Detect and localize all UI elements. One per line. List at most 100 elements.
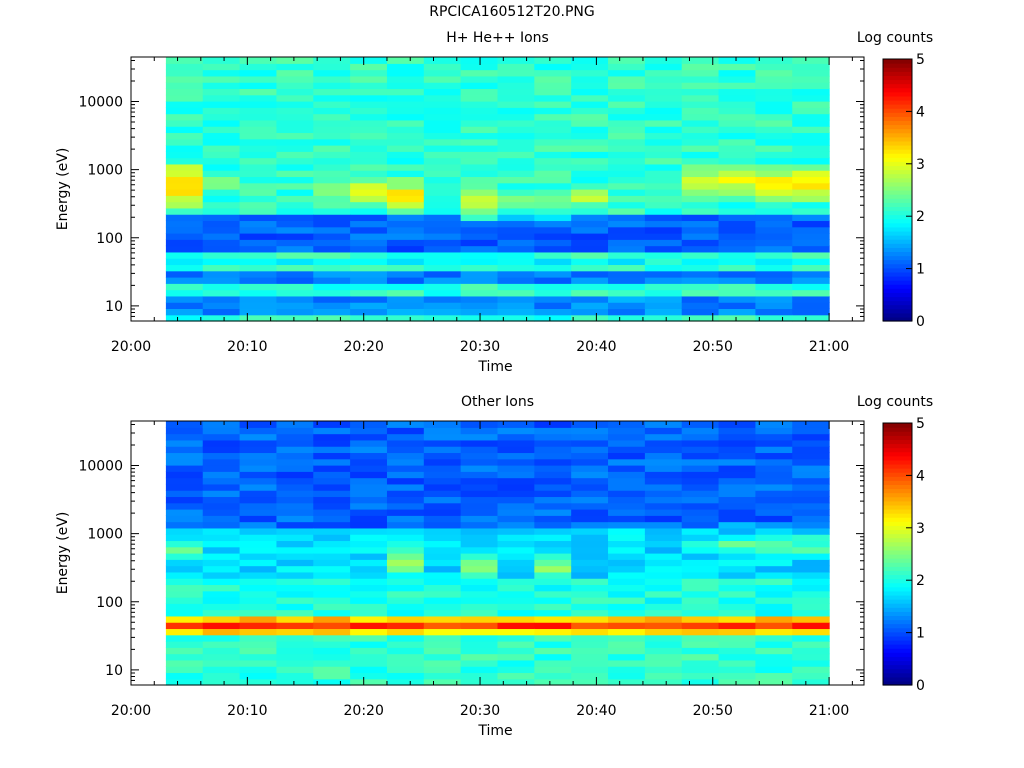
heatmap-cell — [460, 314, 499, 322]
heatmap-cell — [386, 540, 425, 548]
heatmap-cell — [534, 433, 572, 441]
heatmap-cell — [792, 571, 830, 579]
heatmap-cell — [644, 182, 683, 190]
heatmap-cell — [239, 490, 278, 498]
heatmap-cell — [423, 502, 462, 510]
heatmap-cell — [497, 534, 535, 542]
heatmap-cell — [718, 233, 756, 240]
heatmap-cell — [497, 659, 535, 667]
heatmap-cell — [460, 258, 499, 266]
heatmap-cell — [755, 226, 793, 234]
heatmap-cell — [386, 590, 425, 598]
heatmap-cell — [423, 590, 462, 598]
heatmap-cell — [460, 666, 499, 674]
heatmap-cell — [386, 559, 425, 567]
colorbar-swatch — [883, 648, 912, 653]
heatmap-cell — [644, 465, 683, 472]
heatmap-cell — [313, 302, 351, 310]
heatmap-cell — [792, 433, 830, 441]
heatmap-cell — [644, 270, 683, 278]
heatmap-cell — [386, 452, 425, 460]
heatmap-cell — [350, 314, 388, 322]
figure-title: RPCICA160512T20.PNG — [429, 4, 595, 20]
heatmap-cell — [276, 672, 314, 680]
heatmap-cell — [608, 239, 646, 247]
heatmap-cell — [718, 145, 756, 152]
heatmap-cell — [460, 88, 499, 96]
heatmap-cell — [681, 672, 720, 680]
heatmap-cell — [276, 63, 314, 71]
heatmap-cell — [276, 439, 314, 447]
heatmap-cell — [571, 477, 609, 485]
colorbar-swatch — [883, 660, 912, 666]
heatmap-cell — [202, 509, 241, 516]
heatmap-cell — [644, 534, 683, 542]
heatmap-cell — [571, 490, 609, 498]
heatmap-cell — [202, 565, 241, 573]
heatmap-cell — [423, 101, 462, 108]
heatmap-cell — [202, 678, 241, 686]
heatmap-cell — [644, 446, 683, 454]
heatmap-cell — [681, 421, 720, 428]
heatmap-cell — [202, 214, 241, 222]
heatmap-cell — [608, 553, 646, 560]
heatmap-cell — [644, 126, 683, 134]
heatmap-cell — [423, 465, 462, 472]
heatmap-cell — [313, 189, 351, 196]
heatmap-cell — [313, 446, 351, 454]
heatmap-cell — [792, 628, 830, 636]
heatmap-cell — [755, 82, 793, 90]
heatmap-cell — [239, 119, 278, 127]
heatmap-cell — [644, 496, 683, 504]
heatmap-cell — [386, 471, 425, 479]
colorbar-swatch — [883, 87, 912, 93]
heatmap-cell — [608, 641, 646, 648]
heatmap-cell — [350, 471, 388, 479]
heatmap-cell — [755, 546, 793, 554]
heatmap-cell — [608, 496, 646, 504]
heatmap-cell — [792, 132, 830, 140]
heatmap-cell — [681, 578, 720, 586]
heatmap-cell — [202, 540, 241, 548]
heatmap-cell — [644, 471, 683, 479]
heatmap-cell — [386, 226, 425, 234]
heatmap-cell — [239, 584, 278, 592]
heatmap-cell — [608, 578, 646, 586]
heatmap-cell — [165, 145, 204, 152]
heatmap-cell — [313, 653, 351, 661]
heatmap-cell — [534, 527, 572, 535]
heatmap-cell — [165, 82, 204, 90]
heatmap-cell — [350, 176, 388, 184]
heatmap-cell — [681, 101, 720, 108]
heatmap-cell — [608, 647, 646, 655]
heatmap-cell — [165, 239, 204, 247]
heatmap-cell — [423, 521, 462, 529]
heatmap-cell — [202, 641, 241, 648]
heatmap-cell — [276, 590, 314, 598]
colorbar-swatch — [883, 603, 912, 608]
heatmap-cell — [202, 439, 241, 447]
heatmap-cell — [386, 277, 425, 284]
heatmap-cell — [608, 176, 646, 184]
heatmap-cell — [718, 515, 756, 523]
heatmap-cell — [202, 151, 241, 159]
heatmap-cell — [534, 264, 572, 272]
heatmap-cell — [608, 289, 646, 297]
heatmap-cell — [755, 182, 793, 190]
heatmap-cell — [755, 145, 793, 152]
heatmap-cell — [460, 427, 499, 435]
x-tick-label: 20:40 — [576, 703, 616, 719]
heatmap-cell — [386, 176, 425, 184]
heatmap-cell — [792, 534, 830, 542]
heatmap-cell — [350, 597, 388, 604]
heatmap-cell — [755, 609, 793, 617]
heatmap-cell — [571, 170, 609, 178]
colorbar-swatch — [883, 79, 912, 85]
heatmap-cell — [534, 653, 572, 661]
heatmap-cell — [608, 308, 646, 316]
heatmap-cell — [608, 75, 646, 83]
heatmap-cell — [423, 458, 462, 466]
heatmap-cell — [239, 540, 278, 548]
heatmap-cell — [202, 101, 241, 108]
heatmap-cell — [239, 126, 278, 134]
